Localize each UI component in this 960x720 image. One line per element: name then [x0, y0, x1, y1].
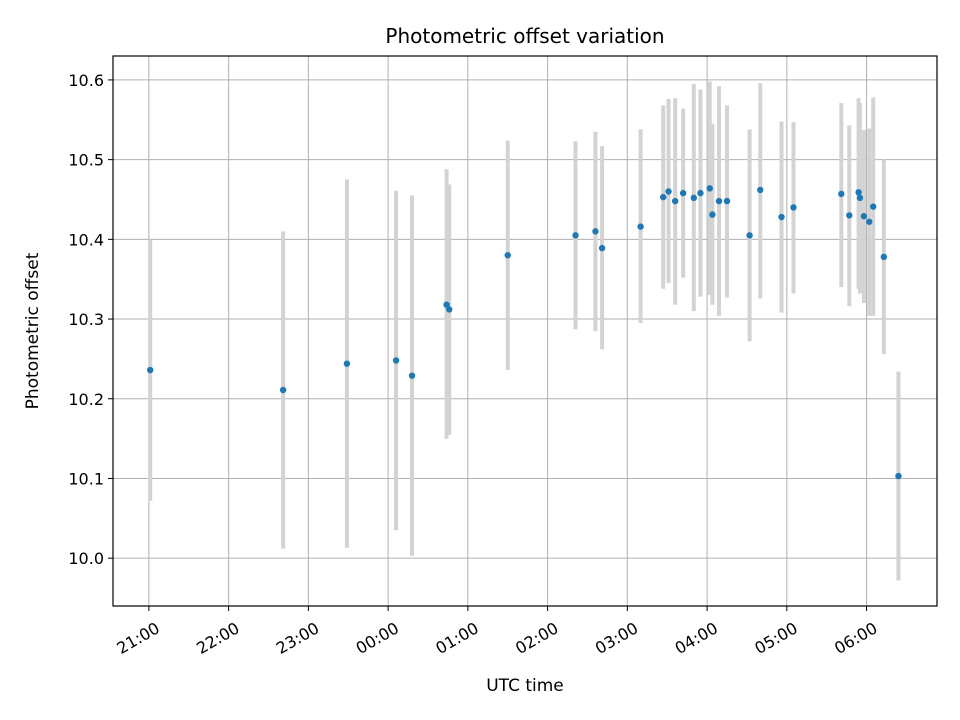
data-point: [856, 194, 864, 202]
chart-title: Photometric offset variation: [385, 24, 664, 48]
x-axis-title: UTC time: [486, 676, 564, 696]
data-point: [598, 244, 606, 252]
data-point: [279, 386, 287, 394]
data-point: [637, 223, 644, 230]
data-point: [715, 197, 723, 205]
y-tick-label: 10.4: [68, 230, 104, 249]
data-point: [343, 360, 351, 367]
y-tick-label: 10.5: [68, 151, 104, 170]
data-point: [572, 232, 579, 239]
plot-frame: [112, 55, 938, 607]
data-point: [147, 366, 154, 374]
data-point: [709, 211, 716, 218]
data-point: [838, 190, 845, 198]
data-point: [860, 213, 868, 220]
data-point: [855, 189, 862, 196]
data-point: [592, 228, 599, 235]
data-point: [443, 301, 450, 308]
y-axis-title: Photometric offset: [23, 252, 43, 409]
data-point: [504, 252, 511, 259]
data-point: [778, 213, 785, 221]
data-point: [392, 357, 400, 364]
data-point: [671, 197, 679, 205]
data-point: [866, 218, 873, 225]
data-point: [446, 306, 453, 313]
y-tick-label: 10.0: [68, 549, 104, 568]
data-point: [660, 193, 667, 201]
data-point: [408, 372, 416, 379]
data-point: [706, 185, 713, 192]
data-point: [690, 194, 697, 202]
data-point: [846, 212, 853, 219]
data-point: [679, 189, 687, 197]
data-point: [757, 186, 764, 194]
grid-lines: [113, 56, 937, 606]
data-point: [746, 232, 753, 239]
y-tick-label: 10.3: [68, 310, 104, 329]
data-point: [697, 189, 704, 197]
data-point: [895, 472, 902, 480]
data-point: [723, 197, 731, 205]
data-point: [665, 188, 672, 195]
y-tick-label: 10.2: [68, 390, 104, 409]
data-point: [790, 204, 797, 211]
data-points: [147, 185, 902, 480]
data-point: [870, 203, 877, 210]
y-tick-label: 10.6: [68, 71, 104, 90]
data-point: [880, 253, 888, 261]
y-tick-label: 10.1: [68, 469, 104, 488]
